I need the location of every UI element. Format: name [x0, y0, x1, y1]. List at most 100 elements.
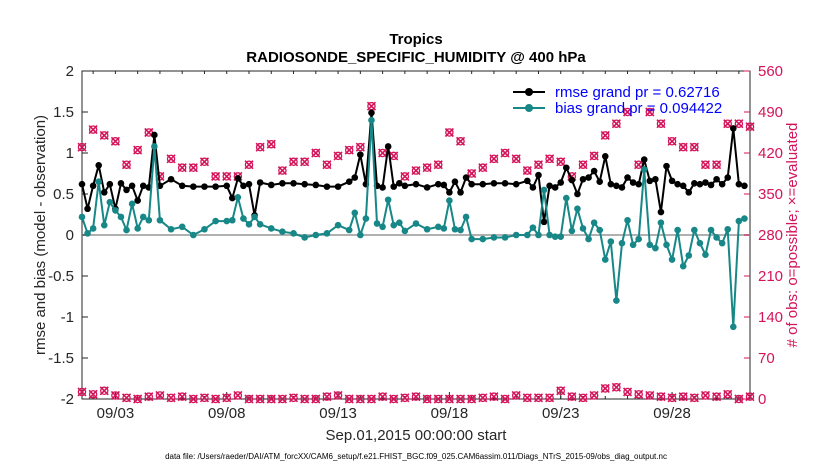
- rmse-point: [563, 164, 570, 172]
- bias-point: [145, 216, 153, 224]
- rmse-point: [557, 179, 565, 186]
- obs-x-stroke: [634, 160, 644, 170]
- bias-point: [624, 216, 631, 224]
- obs-x-stroke: [355, 142, 365, 152]
- obs-possible-marker: [523, 166, 532, 175]
- legend: rmse grand pr = 0.62716 bias grand pr = …: [513, 84, 722, 117]
- obs-low-possible-marker: [667, 393, 677, 403]
- obs-low-possible-marker: [456, 394, 465, 404]
- obs-low-possible-marker: [634, 390, 643, 399]
- chart-subtitle: RADIOSONDE_SPECIFIC_HUMIDITY @ 400 hPa: [246, 49, 586, 66]
- obs-possible-marker: [122, 160, 131, 169]
- bias-point: [702, 251, 709, 258]
- obs-evaluated-marker: [266, 139, 276, 149]
- rmse-point: [462, 174, 470, 181]
- x-tick-label: 09/08: [208, 405, 246, 422]
- obs-x-stroke: [411, 392, 421, 402]
- obs-x-stroke: [288, 393, 299, 403]
- obs-low-evaluated-marker: [266, 394, 276, 404]
- obs-x-stroke: [656, 392, 666, 402]
- legend-bias-label: bias grand pr = 0.094422: [555, 100, 722, 117]
- rmse-point: [440, 181, 448, 189]
- obs-low-possible-marker: [734, 394, 744, 404]
- obs-low-evaluated-marker: [656, 392, 666, 402]
- obs-possible-marker: [111, 137, 120, 146]
- bias-point: [451, 225, 459, 233]
- rmse-point: [702, 179, 709, 186]
- obs-possible-marker: [445, 128, 454, 137]
- x-tick-label: 09/28: [653, 405, 691, 422]
- obs-x-stroke: [110, 136, 120, 146]
- bias-point: [334, 221, 342, 229]
- obs-low-possible-marker: [701, 391, 710, 400]
- bias-point: [78, 213, 86, 221]
- bias-point: [657, 219, 665, 226]
- obs-x-stroke: [656, 119, 666, 129]
- bias-point: [596, 226, 603, 234]
- obs-x-stroke: [422, 163, 432, 173]
- obs-low-evaluated-marker: [745, 392, 755, 402]
- obs-low-possible-marker: [478, 393, 488, 403]
- obs-possible-marker: [333, 151, 343, 161]
- obs-low-possible-marker: [745, 392, 755, 401]
- obs-evaluated-marker: [99, 130, 109, 140]
- bias-point: [423, 225, 431, 233]
- rmse-point: [128, 182, 136, 190]
- obs-x-stroke: [600, 130, 610, 140]
- bias-point: [357, 231, 364, 239]
- rmse-point: [512, 180, 520, 188]
- rmse-point: [412, 180, 420, 188]
- obs-x-stroke: [556, 386, 566, 396]
- obs-low-evaluated-marker: [712, 392, 722, 402]
- bias-point: [579, 225, 587, 232]
- rmse-point: [579, 175, 587, 183]
- obs-x-stroke: [322, 160, 332, 170]
- rmse-point: [574, 190, 581, 198]
- obs-x-stroke: [211, 171, 221, 181]
- obs-possible-marker: [267, 139, 276, 149]
- footnote: data file: /Users/raeder/DAI/ATM_forcXX/…: [165, 452, 667, 461]
- rmse-point: [535, 171, 542, 179]
- obs-evaluated-marker: [700, 160, 711, 170]
- legend-rmse-label: rmse grand pr = 0.62716: [555, 84, 720, 101]
- obs-x-stroke: [300, 394, 310, 404]
- obs-x-stroke: [355, 394, 365, 404]
- obs-low-possible-marker: [511, 391, 521, 400]
- x-tick-label: 09/18: [431, 405, 469, 422]
- obs-x-stroke: [444, 394, 454, 404]
- rmse-point: [106, 180, 114, 188]
- obs-x-stroke: [155, 390, 165, 401]
- obs-x-stroke: [545, 154, 555, 164]
- bias-point: [613, 297, 620, 304]
- obs-low-evaluated-marker: [77, 387, 87, 397]
- bias-point: [112, 207, 119, 214]
- obs-x-stroke: [255, 394, 265, 404]
- bias-point: [546, 231, 553, 239]
- rmse-point: [529, 184, 537, 191]
- rmse-point: [618, 184, 626, 191]
- y-tick-label: -1: [61, 309, 74, 326]
- obs-x-stroke: [723, 389, 733, 399]
- obs-possible-marker: [500, 148, 510, 158]
- y-right-tick-label: 420: [758, 145, 783, 162]
- rmse-point: [384, 143, 392, 150]
- obs-possible-marker: [701, 160, 710, 169]
- obs-low-evaluated-marker: [322, 392, 332, 402]
- obs-possible-marker: [311, 148, 321, 158]
- bias-point: [735, 217, 743, 225]
- obs-evaluated-marker: [177, 163, 187, 173]
- bias-point: [679, 262, 687, 270]
- bias-point: [490, 234, 498, 241]
- bias-point: [585, 235, 592, 243]
- rmse-point: [256, 179, 264, 186]
- rmse-point: [668, 177, 676, 185]
- obs-x-stroke: [188, 394, 198, 404]
- bias-point: [100, 221, 108, 229]
- obs-low-evaluated-marker: [723, 389, 733, 399]
- obs-evaluated-marker: [422, 163, 432, 173]
- rmse-point: [685, 189, 693, 196]
- obs-x-stroke: [622, 387, 633, 397]
- obs-possible-marker: [278, 166, 287, 175]
- obs-x-stroke: [166, 393, 176, 403]
- obs-x-stroke: [689, 142, 699, 152]
